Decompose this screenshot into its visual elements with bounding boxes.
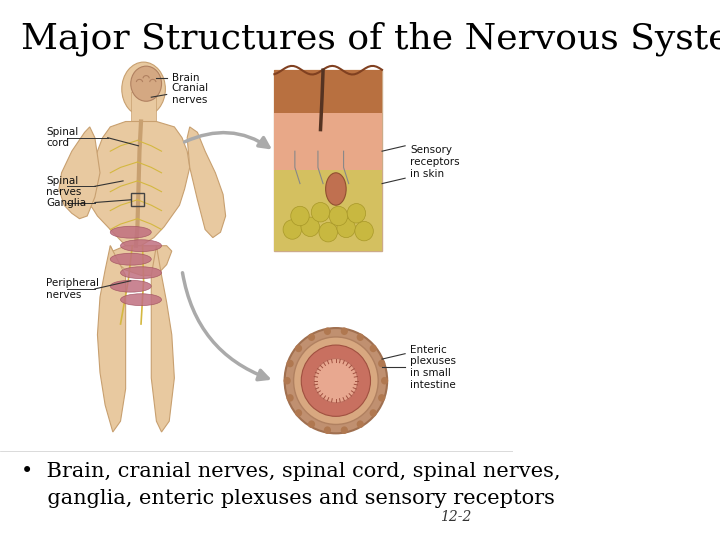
Polygon shape	[59, 127, 100, 219]
Ellipse shape	[131, 66, 161, 102]
Circle shape	[337, 218, 356, 238]
Polygon shape	[110, 246, 172, 275]
Text: Ganglia: Ganglia	[46, 198, 86, 207]
Circle shape	[381, 377, 388, 384]
Text: Peripheral
nerves: Peripheral nerves	[46, 278, 99, 300]
Polygon shape	[187, 127, 225, 238]
Bar	[274, 113, 382, 170]
Circle shape	[287, 394, 294, 402]
Text: Spinal
nerves: Spinal nerves	[46, 176, 81, 197]
Ellipse shape	[294, 337, 378, 424]
Circle shape	[287, 360, 294, 367]
Circle shape	[308, 333, 315, 341]
Ellipse shape	[110, 280, 151, 292]
Text: Enteric
plexuses
in small
intestine: Enteric plexuses in small intestine	[410, 345, 456, 389]
Polygon shape	[90, 122, 190, 248]
Ellipse shape	[120, 294, 161, 306]
Circle shape	[295, 409, 302, 417]
Ellipse shape	[120, 267, 161, 279]
Circle shape	[369, 409, 377, 417]
Circle shape	[319, 222, 338, 242]
Ellipse shape	[120, 240, 161, 252]
Circle shape	[291, 206, 309, 226]
Bar	[131, 92, 156, 122]
Ellipse shape	[325, 173, 346, 205]
Bar	[274, 70, 382, 113]
Circle shape	[378, 394, 385, 402]
Text: ganglia, enteric plexuses and sensory receptors: ganglia, enteric plexuses and sensory re…	[20, 489, 554, 508]
Text: •  Brain, cranial nerves, spinal cord, spinal nerves,: • Brain, cranial nerves, spinal cord, sp…	[20, 462, 560, 481]
Circle shape	[369, 345, 377, 352]
Polygon shape	[97, 246, 125, 432]
Circle shape	[378, 360, 385, 367]
Circle shape	[341, 327, 348, 335]
Circle shape	[356, 333, 364, 341]
Circle shape	[301, 217, 320, 237]
Text: Cranial
nerves: Cranial nerves	[172, 83, 209, 105]
Circle shape	[295, 345, 302, 352]
Text: Sensory
receptors
in skin: Sensory receptors in skin	[410, 145, 460, 179]
Circle shape	[324, 327, 331, 335]
Text: Brain: Brain	[172, 73, 199, 83]
Circle shape	[284, 377, 291, 384]
Circle shape	[355, 221, 374, 241]
Circle shape	[356, 421, 364, 428]
Circle shape	[311, 202, 330, 222]
Circle shape	[341, 427, 348, 434]
Ellipse shape	[301, 345, 371, 416]
Circle shape	[324, 427, 331, 434]
Ellipse shape	[122, 62, 166, 116]
Circle shape	[308, 421, 315, 428]
Text: 12-2: 12-2	[441, 510, 472, 524]
Ellipse shape	[110, 226, 151, 238]
Ellipse shape	[110, 253, 151, 265]
Text: Spinal
cord: Spinal cord	[46, 127, 78, 148]
Ellipse shape	[284, 328, 387, 433]
FancyBboxPatch shape	[274, 70, 382, 251]
Text: Major Structures of the Nervous System: Major Structures of the Nervous System	[20, 22, 720, 56]
Circle shape	[347, 204, 366, 223]
Circle shape	[283, 220, 302, 239]
Polygon shape	[151, 246, 174, 432]
Ellipse shape	[314, 359, 358, 403]
Circle shape	[329, 206, 348, 226]
Bar	[274, 170, 382, 251]
Bar	[131, 193, 143, 206]
